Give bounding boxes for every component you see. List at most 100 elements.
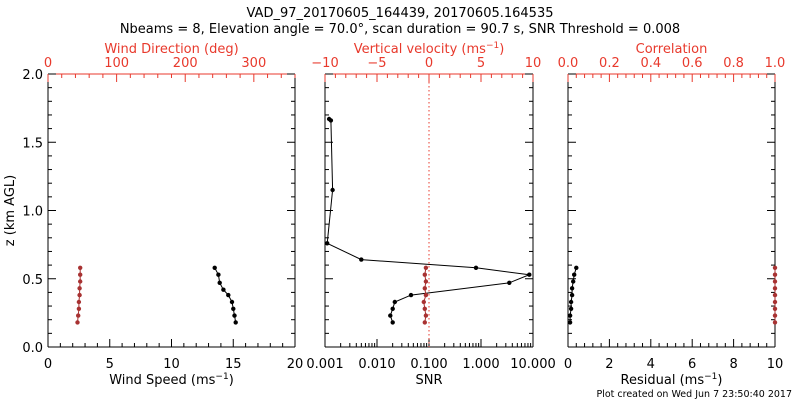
- data-point: [422, 272, 427, 277]
- data-point: [330, 187, 335, 193]
- data-point: [473, 265, 479, 270]
- panel-wind: 0.0 0.5 1.0 1.5 2.0 z (km AGL) 0 5 10 15 20 Wind Sp…: [3, 42, 303, 388]
- top-tick-label: 300: [241, 56, 266, 71]
- data-point: [567, 313, 573, 318]
- top-tick-label: 1.0: [765, 56, 786, 71]
- bottom-axis-label: SNR: [415, 373, 442, 388]
- series-wind-speed: [212, 265, 238, 325]
- top-axis-label: Vertical velocity (ms−1): [354, 41, 505, 57]
- top-tick-label: 10: [525, 56, 542, 71]
- bottom-tick-label: 15: [225, 357, 242, 372]
- data-point: [772, 313, 778, 318]
- data-point: [772, 272, 778, 277]
- y-tick-label: 0.5: [22, 273, 43, 288]
- data-point: [231, 306, 236, 311]
- y-tick-label: 1.0: [22, 205, 43, 220]
- data-point: [390, 306, 395, 311]
- data-point: [75, 320, 80, 325]
- data-point: [217, 280, 222, 285]
- top-axis-label: Wind Direction (deg): [104, 42, 238, 57]
- top-tick-label: 0.2: [599, 56, 620, 71]
- data-point: [772, 279, 778, 284]
- data-point: [772, 320, 778, 325]
- bottom-axis-label: Residual (ms−1): [621, 372, 723, 388]
- series-correlation: [772, 265, 778, 325]
- data-point: [772, 306, 778, 311]
- data-point: [233, 320, 238, 325]
- data-point: [423, 313, 429, 318]
- data-point: [422, 306, 427, 311]
- y-axis-label: z (km AGL): [3, 175, 18, 246]
- data-point: [212, 265, 217, 270]
- data-point: [326, 116, 332, 122]
- top-tick-label: 0.8: [723, 56, 744, 71]
- bottom-tick-label: 10: [163, 357, 180, 372]
- data-point: [229, 299, 235, 305]
- data-point: [76, 306, 82, 311]
- data-point: [78, 279, 83, 284]
- bottom-tick-label: 5: [106, 357, 114, 372]
- data-point: [76, 313, 81, 318]
- data-point: [388, 313, 393, 318]
- data-point: [567, 320, 573, 325]
- top-tick-label: 0.0: [558, 56, 579, 71]
- bottom-tick-label: 0.010: [358, 357, 395, 372]
- y-tick-label: 2.0: [22, 68, 43, 83]
- bottom-tick-label: 0: [564, 357, 572, 372]
- top-tick-label: 5: [477, 56, 485, 71]
- bottom-axis-label: Wind Speed (ms−1): [109, 372, 234, 388]
- bottom-tick-label: 20: [287, 357, 304, 372]
- bottom-tick-label: 0: [44, 357, 52, 372]
- data-point: [325, 241, 330, 246]
- series-snr: [325, 116, 532, 325]
- data-point: [423, 279, 429, 284]
- series-vertical-velocity: [421, 265, 429, 325]
- data-point: [232, 313, 237, 318]
- data-point: [571, 279, 576, 284]
- data-point: [527, 272, 532, 277]
- data-point: [77, 292, 82, 298]
- panel-snr: 0.001 0.010 0.100 1.000 10.000 SNR −10 −5 0 5 10 Ve…: [306, 41, 555, 388]
- top-tick-label: 0: [44, 56, 52, 71]
- data-point: [569, 292, 575, 298]
- top-tick-label: −10: [311, 56, 338, 71]
- top-tick-label: −5: [367, 56, 386, 71]
- bottom-tick-label: 8: [729, 357, 737, 372]
- data-point: [78, 265, 83, 270]
- top-tick-label: 0.6: [682, 56, 703, 71]
- bottom-tick-label: 1.000: [462, 357, 499, 372]
- y-tick-label: 1.5: [22, 136, 43, 151]
- series-wind-direction: [75, 265, 83, 325]
- top-tick-label: 200: [173, 56, 198, 71]
- bottom-tick-label: 2: [605, 357, 613, 372]
- data-point: [568, 299, 574, 305]
- data-point: [77, 286, 82, 291]
- data-point: [392, 299, 397, 305]
- data-point: [421, 299, 426, 305]
- data-point: [422, 320, 427, 325]
- bottom-tick-label: 10.000: [510, 357, 556, 372]
- top-tick-label: 0: [425, 56, 433, 71]
- data-point: [76, 299, 82, 305]
- data-point: [221, 287, 226, 292]
- data-point: [423, 265, 429, 270]
- bottom-tick-label: 10: [767, 357, 784, 372]
- bottom-tick-label: 0.100: [410, 357, 447, 372]
- bottom-tick-label: 4: [647, 357, 655, 372]
- y-tick-label: 0.0: [22, 341, 43, 356]
- figure-title-line2: Nbeams = 8, Elevation angle = 70.0°, sca…: [120, 22, 680, 37]
- data-point: [574, 265, 579, 270]
- data-point: [572, 272, 577, 277]
- data-point: [568, 306, 574, 311]
- figure-title-line1: VAD_97_20170605_164439, 20170605.164535: [247, 6, 554, 21]
- top-tick-label: 0.4: [640, 56, 661, 71]
- data-point: [359, 257, 364, 262]
- data-point: [422, 286, 427, 291]
- plot-created-footer: Plot created on Wed Jun 7 23:50:40 2017: [596, 389, 792, 400]
- data-point: [390, 320, 395, 325]
- data-point: [772, 286, 778, 291]
- data-point: [408, 292, 414, 298]
- top-axis-label: Correlation: [636, 42, 708, 57]
